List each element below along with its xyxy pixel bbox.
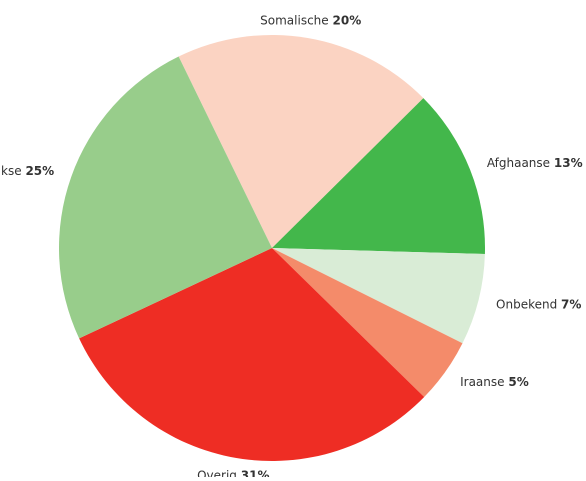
value-label: 13% — [554, 156, 583, 170]
slice-label: Overig 31% — [197, 468, 269, 477]
category-name: Iraanse — [460, 375, 504, 389]
value-label: 20% — [333, 13, 362, 27]
category-name: Iraakse — [0, 164, 22, 178]
pie-slice — [79, 248, 425, 461]
slice-label: Iraanse 5% — [460, 375, 529, 389]
pie-slice — [272, 248, 463, 398]
category-name: Overig — [197, 468, 237, 477]
slice-label: Onbekend 7% — [496, 297, 581, 311]
slice-label: Somalische 20% — [260, 13, 361, 27]
category-name: Onbekend — [496, 297, 557, 311]
category-name: Afghaanse — [487, 156, 550, 170]
value-label: 5% — [508, 375, 528, 389]
pie-slice — [272, 98, 485, 255]
category-name: Somalische — [260, 13, 329, 27]
value-label: 31% — [241, 468, 270, 477]
value-label: 7% — [561, 297, 581, 311]
pie-slice — [59, 56, 273, 339]
value-label: 25% — [25, 164, 54, 178]
slice-label: Iraakse 25% — [0, 164, 54, 178]
pie-slice — [272, 248, 485, 344]
slice-label: Afghaanse 13% — [487, 156, 583, 170]
pie-slice — [178, 35, 424, 248]
